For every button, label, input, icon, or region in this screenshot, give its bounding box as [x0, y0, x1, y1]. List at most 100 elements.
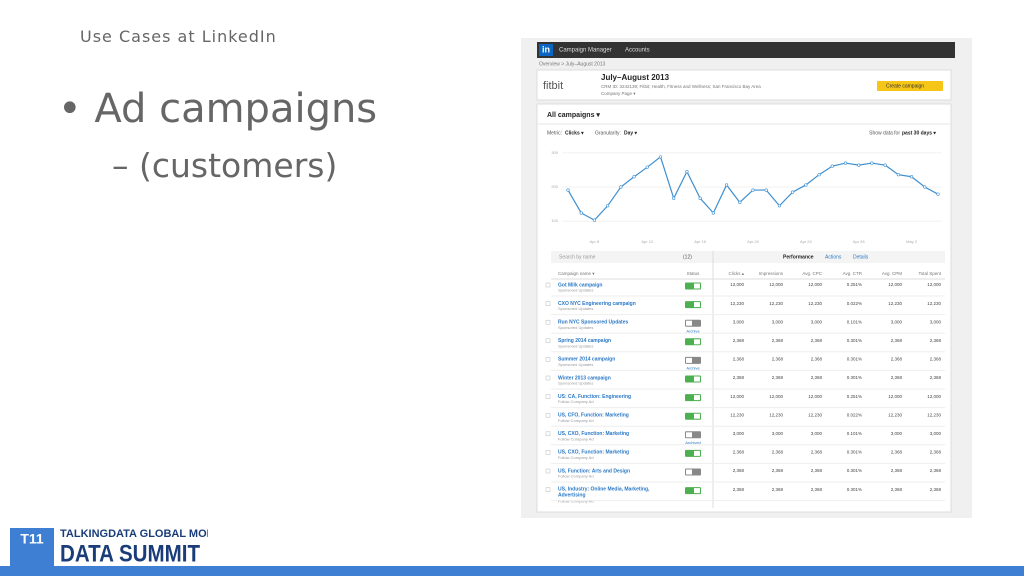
cell: 0.022% — [847, 412, 862, 417]
y-tick-label: 300 — [551, 150, 558, 155]
campaign-name[interactable]: CXO NYC Engineering campaign — [558, 301, 636, 307]
status-note: Archive — [686, 365, 700, 370]
point — [843, 161, 848, 165]
point — [830, 164, 834, 168]
cell: 0.251% — [847, 394, 862, 399]
campaign-name[interactable]: Run NYC Sponsored Updates — [558, 320, 629, 326]
column-header[interactable]: Avg. CTR — [843, 271, 863, 276]
cell: 3,000 — [811, 319, 823, 324]
name-line: US, Industry: Online Media, Marketing, — [558, 487, 650, 493]
campaign-type: Follow Company Ad — [558, 436, 594, 441]
cell: 12,230 — [927, 412, 941, 417]
checkbox[interactable] — [545, 487, 551, 492]
cell: 12,000 — [769, 394, 783, 399]
campaign-type: Sponsored Updates — [558, 381, 593, 386]
point — [738, 200, 742, 204]
cell: 12,000 — [808, 394, 822, 399]
x-tick-label: May 2 — [906, 239, 918, 244]
campaign-type: Follow Company Ad — [558, 455, 594, 460]
campaign-type: Follow Company Ad — [558, 418, 594, 423]
cell: 2,368 — [772, 357, 784, 362]
checkbox[interactable] — [545, 301, 551, 306]
toggle-knob — [694, 283, 700, 289]
tab[interactable]: Details — [853, 254, 869, 260]
checkbox[interactable] — [545, 282, 551, 288]
checkbox[interactable] — [545, 394, 551, 399]
checkbox[interactable] — [545, 319, 551, 325]
campaign-name[interactable]: Spring 2014 campaign — [558, 338, 611, 344]
campaign-type: Sponsored Updates — [558, 362, 593, 367]
metric[interactable]: Clicks ▾ — [565, 130, 584, 136]
point — [645, 165, 649, 169]
cell: 12,000 — [730, 282, 744, 287]
nav-item[interactable]: Campaign Manager — [559, 48, 612, 54]
column-header[interactable]: Impressions — [759, 271, 784, 276]
cell: 2,368 — [930, 468, 942, 473]
status-note: Archive — [686, 328, 700, 333]
nav-item[interactable]: Accounts — [625, 48, 650, 54]
column-header[interactable]: Status — [687, 271, 701, 276]
campaign-name[interactable]: US, CXO, Function: Marketing — [558, 431, 629, 437]
section-title[interactable]: All campaigns ▾ — [547, 112, 600, 119]
line-chart: 100 200 300 Apr 8 Apr 12 Apr 16 Apr 20 Apr 24 Ap… — [551, 150, 942, 244]
cell: 3,000 — [930, 431, 942, 436]
cell: 12,230 — [730, 301, 744, 306]
column-header[interactable]: Avg. CPC — [802, 271, 822, 276]
cell: 12,000 — [927, 282, 941, 287]
toggle-knob — [694, 488, 700, 494]
point — [658, 155, 663, 159]
range[interactable]: past 30 days ▾ — [902, 130, 936, 136]
column-header[interactable]: Avg. CPM — [882, 271, 902, 276]
checkbox[interactable] — [545, 375, 551, 381]
checkbox[interactable] — [545, 431, 551, 437]
campaign-name[interactable]: US, Industry: Online Media, Marketing, Ad… — [558, 487, 650, 499]
create-button-label[interactable]: Create campaign — [886, 83, 924, 89]
cell: 2,368 — [772, 375, 784, 380]
cell: 12,000 — [808, 282, 822, 287]
toggle-knob — [694, 376, 700, 382]
range-label: Show data for — [869, 130, 900, 136]
campaign-name[interactable]: Summer 2014 campaign — [558, 357, 615, 363]
cell: 2,368 — [733, 338, 745, 343]
bottom-bar — [0, 566, 1024, 576]
point — [751, 188, 755, 192]
cell: 3,000 — [733, 319, 745, 324]
cell: 0.022% — [847, 301, 862, 306]
column-header[interactable]: Clicks ▴ — [728, 271, 744, 276]
campaign-name[interactable]: US: CA, Function: Engineering — [558, 394, 631, 400]
create-button[interactable] — [877, 81, 943, 91]
toggle-knob — [686, 432, 692, 438]
cell: 2,368 — [891, 450, 903, 455]
cell: 2,368 — [733, 375, 745, 380]
search[interactable]: Search by name — [559, 254, 596, 260]
filter[interactable]: (12) — [683, 254, 692, 260]
cell: 12,230 — [808, 301, 822, 306]
campaign-name[interactable]: US, CFO, Function: Marketing — [558, 413, 629, 419]
granularity[interactable]: Day ▾ — [624, 130, 638, 136]
cell: 2,368 — [811, 357, 823, 362]
cell: 2,368 — [811, 375, 823, 380]
company-page[interactable]: Company Page ▾ — [601, 91, 636, 96]
campaign-name[interactable]: US, Function: Arts and Design — [558, 468, 630, 474]
checkbox[interactable] — [545, 412, 551, 418]
cell: 2,368 — [930, 375, 942, 380]
column-header[interactable]: Campaign name ▾ — [558, 271, 595, 276]
cell: 2,368 — [772, 468, 784, 473]
campaign-name[interactable]: US, CXO, Function: Marketing — [558, 450, 629, 456]
cell: 0.101% — [847, 319, 862, 324]
x-tick-label: Apr 28 — [853, 239, 866, 244]
tab[interactable]: Performance — [783, 254, 814, 260]
tab[interactable]: Actions — [825, 254, 842, 260]
column-header[interactable]: Total Spent — [918, 271, 941, 276]
checkbox[interactable] — [545, 357, 551, 362]
campaign-name[interactable]: Winter 2013 campaign — [558, 375, 611, 381]
campaign-type: Follow Company Ad — [558, 399, 594, 404]
main-panel — [536, 103, 952, 513]
campaign-type: Follow Company Ad — [558, 499, 594, 504]
checkbox[interactable] — [545, 450, 551, 455]
cell: 2,368 — [930, 338, 942, 343]
checkbox[interactable] — [545, 338, 551, 344]
point — [632, 175, 636, 179]
checkbox[interactable] — [545, 468, 551, 474]
campaign-name[interactable]: Got Milk campaign — [558, 282, 602, 288]
